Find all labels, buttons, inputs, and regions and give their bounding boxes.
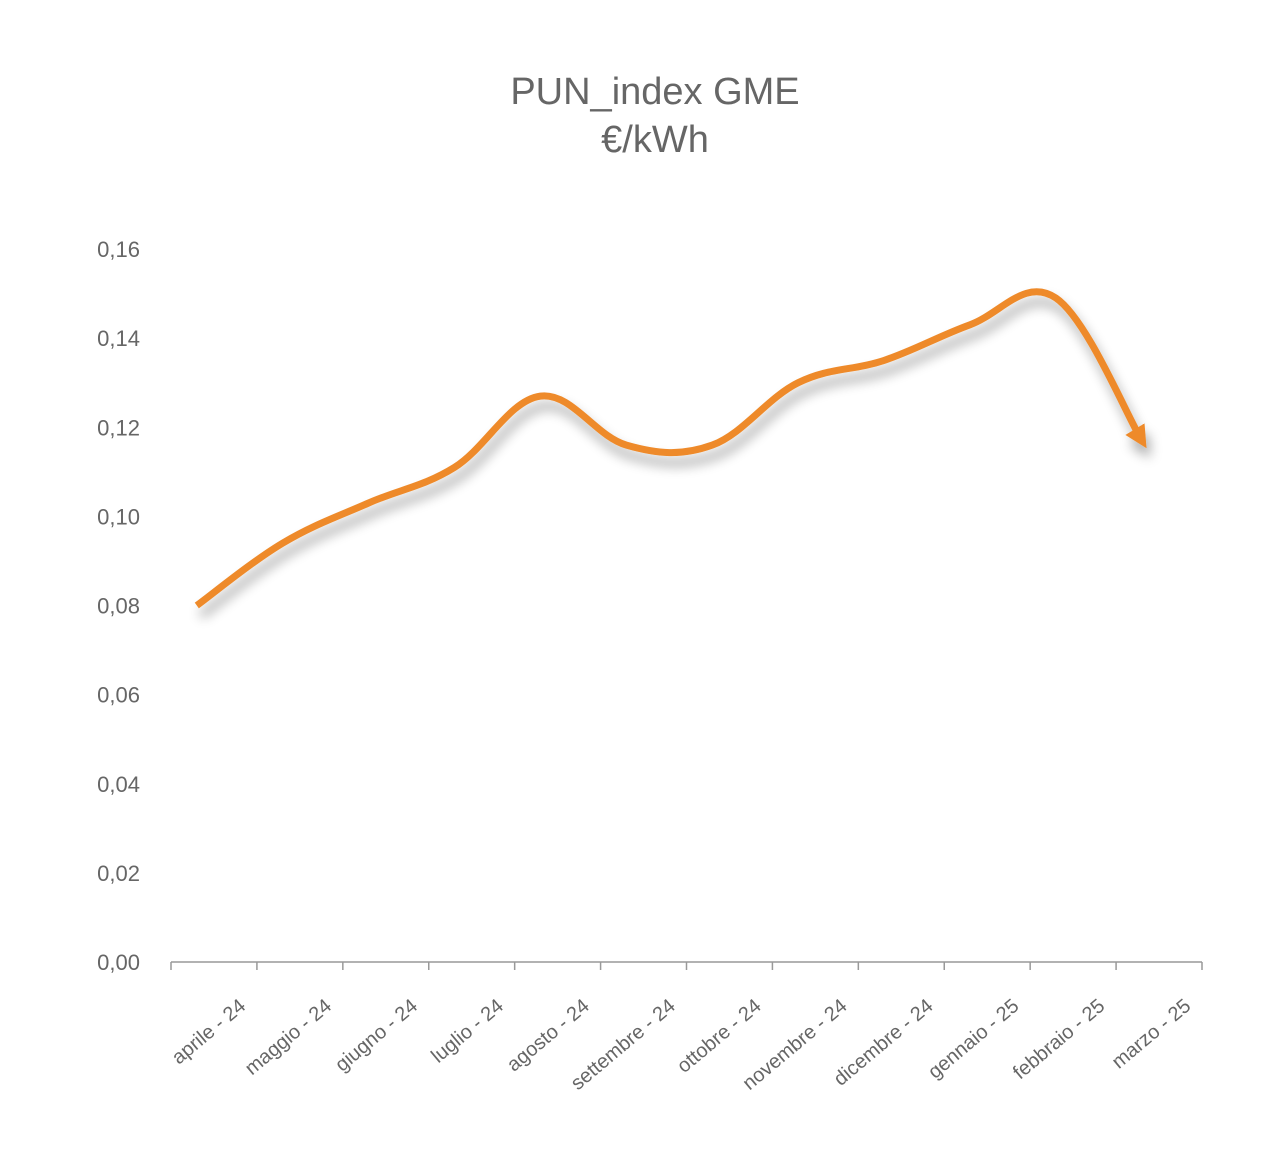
- y-tick-label: 0,12: [97, 415, 140, 440]
- y-tick-label: 0,16: [97, 237, 140, 262]
- x-tick-label: luglio - 24: [427, 995, 508, 1068]
- x-tick-label: ottobre - 24: [673, 995, 766, 1078]
- series-line: [194, 288, 1147, 609]
- y-tick-label: 0,06: [97, 683, 140, 708]
- x-tick-label: giugno - 24: [331, 995, 422, 1076]
- y-tick-label: 0,04: [97, 772, 140, 797]
- x-tick-label: gennaio - 25: [924, 995, 1023, 1083]
- chart-subtitle: €/kWh: [601, 119, 709, 161]
- y-tick-label: 0,08: [97, 594, 140, 619]
- x-tick-label: marzo - 25: [1108, 995, 1195, 1073]
- y-tick-label: 0,02: [97, 861, 140, 886]
- x-tick-label: maggio - 24: [241, 995, 336, 1080]
- y-axis: 0,00 0,02 0,04 0,06 0,08 0,10 0,12 0,14 0,16: [97, 237, 140, 975]
- y-tick-label: 0,14: [97, 326, 140, 351]
- y-tick-label: 0,10: [97, 504, 140, 529]
- x-tick-label: agosto - 24: [503, 995, 594, 1076]
- x-tick-label: aprile - 24: [168, 995, 250, 1069]
- chart-title: PUN_index GME: [510, 71, 799, 113]
- chart-title-group: PUN_index GME €/kWh: [510, 71, 799, 161]
- plot-area: [194, 288, 1147, 609]
- y-tick-label: 0,00: [97, 950, 140, 975]
- x-tick-label: febbraio - 25: [1009, 995, 1109, 1084]
